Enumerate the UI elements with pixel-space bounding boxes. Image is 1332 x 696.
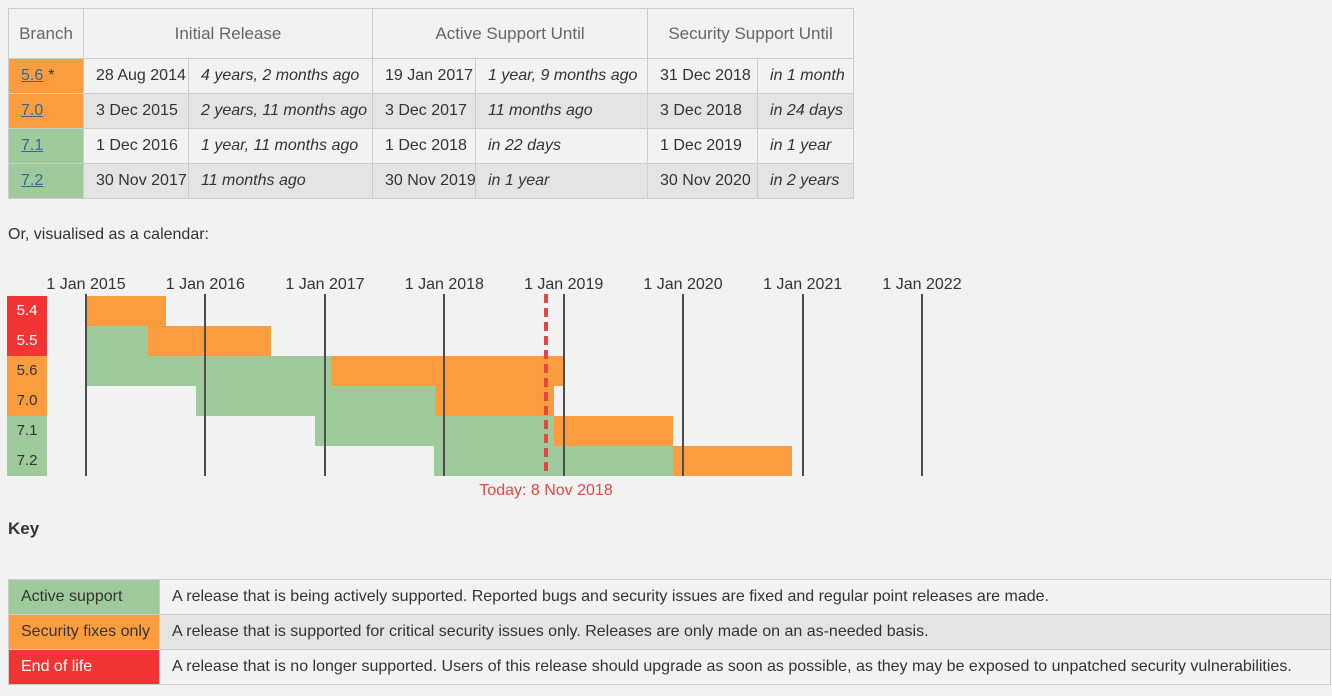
active-date-cell: 30 Nov 2019 xyxy=(372,163,476,199)
header-branch: Branch xyxy=(8,8,84,59)
axis-tick-label: 1 Jan 2016 xyxy=(165,276,245,293)
initial-date-cell: 28 Aug 2014 xyxy=(83,58,189,94)
support-bar-security xyxy=(86,296,167,326)
branch-row-label-7-0: 7.0 xyxy=(7,386,47,416)
branch-link-7-2[interactable]: 7.2 xyxy=(21,172,44,189)
security-date-cell: 3 Dec 2018 xyxy=(647,93,759,129)
year-gridline xyxy=(323,294,326,476)
key-heading: Key xyxy=(8,519,40,538)
key-description-active-support: A release that is being actively support… xyxy=(159,579,1331,615)
support-bar-security xyxy=(330,356,564,386)
initial-date-cell: 1 Dec 2016 xyxy=(83,128,189,164)
key-label-active-support: Active support xyxy=(8,579,160,615)
year-gridline xyxy=(204,294,207,476)
axis-tick-label: 1 Jan 2022 xyxy=(882,276,962,293)
axis-tick-label: 1 Jan 2018 xyxy=(404,276,484,293)
axis-tick-label: 1 Jan 2017 xyxy=(285,276,365,293)
initial-relative-cell: 11 months ago xyxy=(188,163,373,199)
branch-suffix: * xyxy=(48,67,55,84)
axis-tick-label: 1 Jan 2021 xyxy=(763,276,843,293)
support-bar-active xyxy=(314,416,554,446)
security-date-cell: 31 Dec 2018 xyxy=(647,58,759,94)
support-bar-security xyxy=(148,326,272,356)
key-description-security-fixes: A release that is supported for critical… xyxy=(159,614,1331,650)
initial-relative-cell: 2 years, 11 months ago xyxy=(188,93,373,129)
security-relative-cell: in 1 year xyxy=(757,128,855,164)
header-active-support: Active Support Until xyxy=(371,8,649,59)
year-gridline xyxy=(85,294,87,476)
active-relative-cell: in 22 days xyxy=(474,128,649,164)
year-gridline xyxy=(682,294,684,476)
branch-cell: 5.6 * xyxy=(8,58,84,94)
initial-relative-cell: 4 years, 2 months ago xyxy=(188,58,373,94)
header-security-support: Security Support Until xyxy=(647,8,855,59)
year-gridline xyxy=(921,294,923,476)
year-gridline xyxy=(801,294,804,476)
active-date-cell: 19 Jan 2017 xyxy=(372,58,476,94)
active-date-cell: 3 Dec 2017 xyxy=(372,93,476,129)
active-relative-cell: 1 year, 9 months ago xyxy=(474,58,649,94)
support-bar-active xyxy=(86,326,149,356)
support-bar-security xyxy=(434,386,555,416)
table-row-7-2: 7.2 30 Nov 2017 11 months ago 30 Nov 201… xyxy=(8,163,855,199)
branch-link-7-0[interactable]: 7.0 xyxy=(21,102,44,119)
support-bar-active xyxy=(433,446,673,476)
table-row-7-1: 7.1 1 Dec 2016 1 year, 11 months ago 1 D… xyxy=(8,128,855,164)
year-gridline xyxy=(562,294,565,476)
key-label-end-of-life: End of life xyxy=(8,649,160,685)
branch-cell: 7.1 xyxy=(8,128,84,164)
branch-row-label-5-5: 5.5 xyxy=(7,326,47,356)
key-description-end-of-life: A release that is no longer supported. U… xyxy=(159,649,1331,685)
branch-link-7-1[interactable]: 7.1 xyxy=(21,137,44,154)
support-bar-active xyxy=(195,386,435,416)
axis-tick-label: 1 Jan 2020 xyxy=(643,276,723,293)
axis-tick-label: 1 Jan 2019 xyxy=(524,276,604,293)
branch-row-label-7-1: 7.1 xyxy=(7,416,47,446)
key-table: Active support A release that is being a… xyxy=(8,579,1331,685)
active-relative-cell: in 1 year xyxy=(474,163,649,199)
today-label: Today: 8 Nov 2018 xyxy=(479,482,613,499)
key-row-security: Security fixes only A release that is su… xyxy=(8,614,1331,650)
year-gridline xyxy=(443,294,446,476)
support-bar-security xyxy=(672,446,793,476)
security-relative-cell: in 1 month xyxy=(757,58,855,94)
branch-link-5-6[interactable]: 5.6 xyxy=(21,67,44,84)
active-relative-cell: 11 months ago xyxy=(474,93,649,129)
security-relative-cell: in 24 days xyxy=(757,93,855,129)
axis-tick-label: 1 Jan 2015 xyxy=(46,276,126,293)
branch-row-label-7-2: 7.2 xyxy=(7,446,47,476)
calendar-intro-text: Or, visualised as a calendar: xyxy=(8,226,209,243)
key-row-active: Active support A release that is being a… xyxy=(8,579,1331,615)
branch-cell: 7.0 xyxy=(8,93,84,129)
security-relative-cell: in 2 years xyxy=(757,163,855,199)
branch-row-label-5-6: 5.6 xyxy=(7,356,47,386)
security-date-cell: 1 Dec 2019 xyxy=(647,128,759,164)
initial-date-cell: 30 Nov 2017 xyxy=(83,163,189,199)
header-initial-release: Initial Release xyxy=(83,8,373,59)
initial-date-cell: 3 Dec 2015 xyxy=(83,93,189,129)
support-bar-security xyxy=(553,416,673,446)
calendar-chart: 1 Jan 2015 1 Jan 2016 1 Jan 2017 1 Jan 2018… xyxy=(0,270,1332,510)
table-row-7-0: 7.0 3 Dec 2015 2 years, 11 months ago 3 … xyxy=(8,93,855,129)
active-date-cell: 1 Dec 2018 xyxy=(372,128,476,164)
security-date-cell: 30 Nov 2020 xyxy=(647,163,759,199)
branch-row-label-5-4: 5.4 xyxy=(7,296,47,326)
branch-cell: 7.2 xyxy=(8,163,84,199)
today-line xyxy=(544,294,548,476)
key-label-security-fixes: Security fixes only xyxy=(8,614,160,650)
support-table: Branch Initial Release Active Support Un… xyxy=(8,8,855,199)
initial-relative-cell: 1 year, 11 months ago xyxy=(188,128,373,164)
key-row-eol: End of life A release that is no longer … xyxy=(8,649,1331,685)
support-bar-active xyxy=(86,356,331,386)
support-table-header-row: Branch Initial Release Active Support Un… xyxy=(8,8,855,59)
table-row-5-6: 5.6 * 28 Aug 2014 4 years, 2 months ago 1… xyxy=(8,58,855,94)
